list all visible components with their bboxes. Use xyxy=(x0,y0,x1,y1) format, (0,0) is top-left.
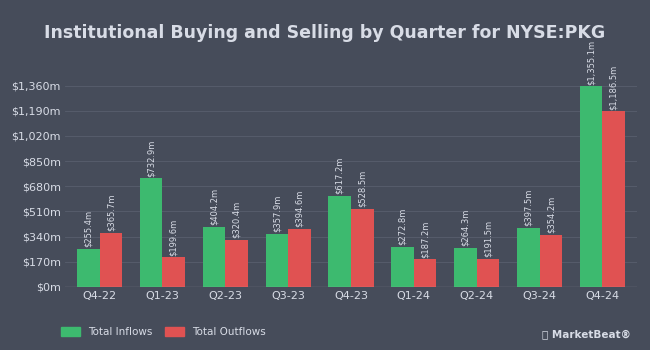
Text: $187.2m: $187.2m xyxy=(421,220,430,258)
Bar xyxy=(603,111,625,287)
Bar xyxy=(226,239,248,287)
Bar xyxy=(265,234,288,287)
Text: $365.7m: $365.7m xyxy=(107,194,116,231)
Bar xyxy=(476,259,499,287)
Text: $357.9m: $357.9m xyxy=(272,195,281,232)
Text: $617.2m: $617.2m xyxy=(335,156,345,194)
Text: $255.4m: $255.4m xyxy=(84,210,93,247)
Bar xyxy=(328,196,351,287)
Bar xyxy=(140,178,162,287)
Bar xyxy=(540,234,562,287)
Text: $404.2m: $404.2m xyxy=(209,188,218,225)
Bar xyxy=(517,228,540,287)
Text: Institutional Buying and Selling by Quarter for NYSE:PKG: Institutional Buying and Selling by Quar… xyxy=(44,25,606,42)
Text: $354.2m: $354.2m xyxy=(547,196,555,233)
Text: $272.8m: $272.8m xyxy=(398,208,407,245)
Text: $320.4m: $320.4m xyxy=(232,201,241,238)
Text: $397.5m: $397.5m xyxy=(524,189,533,226)
Text: $528.5m: $528.5m xyxy=(358,170,367,207)
Text: $199.6m: $199.6m xyxy=(169,218,178,256)
Bar xyxy=(77,249,99,287)
Bar xyxy=(203,227,226,287)
Bar xyxy=(351,209,374,287)
Text: $264.3m: $264.3m xyxy=(461,209,470,246)
Bar xyxy=(454,248,476,287)
Text: $1,186.5m: $1,186.5m xyxy=(609,64,618,110)
Bar xyxy=(414,259,437,287)
Bar xyxy=(162,258,185,287)
Text: $1,355.1m: $1,355.1m xyxy=(586,40,595,85)
Legend: Total Inflows, Total Outflows: Total Inflows, Total Outflows xyxy=(57,323,270,341)
Text: ⨿ MarketBeat®: ⨿ MarketBeat® xyxy=(541,329,630,340)
Text: $191.5m: $191.5m xyxy=(484,220,493,257)
Bar xyxy=(391,247,414,287)
Text: $394.6m: $394.6m xyxy=(295,189,304,227)
Bar xyxy=(580,86,603,287)
Bar xyxy=(288,229,311,287)
Text: $732.9m: $732.9m xyxy=(147,139,155,177)
Bar xyxy=(99,233,122,287)
